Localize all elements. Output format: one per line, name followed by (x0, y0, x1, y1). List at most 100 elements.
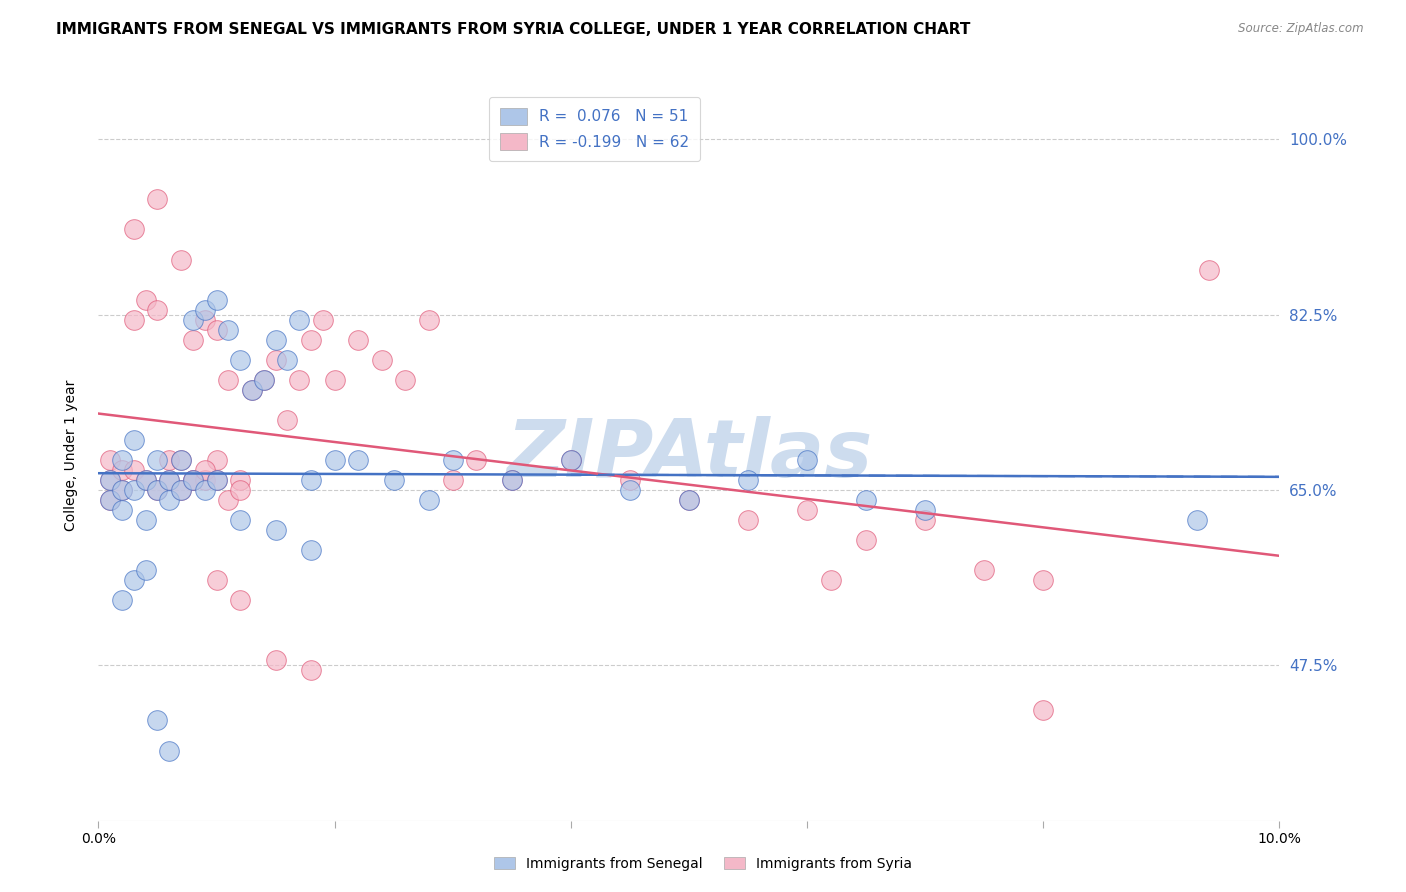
Point (111, 483, 134, 497)
Point (264, 523, 287, 537)
Point (122, 222, 145, 236)
Point (205, 473, 228, 487)
Point (299, 543, 322, 558)
Point (441, 473, 464, 487)
Point (323, 373, 346, 387)
Point (465, 453, 488, 467)
Point (382, 473, 405, 487)
Point (253, 373, 276, 387)
Point (229, 352, 252, 367)
Point (678, 493, 700, 508)
Point (135, 563, 157, 577)
Point (135, 473, 157, 487)
Point (796, 503, 818, 517)
Legend: R =  0.076   N = 51, R = -0.199   N = 62: R = 0.076 N = 51, R = -0.199 N = 62 (489, 97, 700, 161)
Point (855, 493, 877, 508)
Point (501, 473, 523, 487)
Point (205, 573, 228, 587)
Point (347, 453, 370, 467)
Point (299, 664, 322, 678)
Point (240, 383, 263, 397)
Point (157, 743, 180, 757)
Point (240, 383, 263, 397)
Point (194, 302, 217, 317)
Point (619, 483, 641, 497)
Point (205, 323, 228, 337)
Point (737, 513, 759, 527)
Point (501, 473, 523, 487)
Point (122, 573, 145, 587)
Point (122, 433, 145, 447)
Point (264, 653, 287, 667)
Legend: Immigrants from Senegal, Immigrants from Syria: Immigrants from Senegal, Immigrants from… (489, 851, 917, 876)
Text: ZIPAtlas: ZIPAtlas (506, 416, 872, 494)
Point (678, 493, 700, 508)
Point (276, 413, 298, 427)
Point (1198, 262, 1220, 277)
Point (135, 513, 157, 527)
Point (299, 333, 322, 347)
Point (98, 493, 121, 508)
Point (181, 312, 204, 326)
Point (619, 473, 641, 487)
Point (170, 453, 193, 467)
Point (98, 493, 121, 508)
Point (170, 453, 193, 467)
Point (146, 193, 169, 207)
Point (111, 453, 134, 467)
Point (122, 312, 145, 326)
Point (323, 453, 346, 467)
Point (194, 473, 217, 487)
Point (264, 352, 287, 367)
Point (157, 473, 180, 487)
Point (146, 483, 169, 497)
Point (181, 473, 204, 487)
Point (560, 453, 582, 467)
Point (253, 373, 276, 387)
Point (194, 483, 217, 497)
Point (1032, 703, 1054, 717)
Text: IMMIGRANTS FROM SENEGAL VS IMMIGRANTS FROM SYRIA COLLEGE, UNDER 1 YEAR CORRELATI: IMMIGRANTS FROM SENEGAL VS IMMIGRANTS FR… (56, 22, 970, 37)
Point (111, 593, 134, 607)
Point (181, 473, 204, 487)
Point (371, 352, 394, 367)
Point (170, 483, 193, 497)
Point (288, 312, 311, 326)
Point (122, 483, 145, 497)
Point (111, 463, 134, 477)
Point (418, 312, 440, 326)
Point (299, 473, 322, 487)
Point (914, 503, 936, 517)
Point (146, 483, 169, 497)
Point (146, 453, 169, 467)
Point (217, 323, 239, 337)
Point (170, 483, 193, 497)
Point (98, 473, 121, 487)
Point (229, 513, 252, 527)
Point (157, 453, 180, 467)
Point (855, 533, 877, 547)
Point (181, 473, 204, 487)
Point (135, 293, 157, 307)
Point (394, 373, 416, 387)
Point (157, 473, 180, 487)
Point (973, 563, 995, 577)
Point (820, 573, 842, 587)
Point (796, 453, 818, 467)
Point (312, 312, 335, 326)
Point (205, 453, 228, 467)
Point (441, 453, 464, 467)
Point (737, 473, 759, 487)
Point (1032, 573, 1054, 587)
Point (1185, 513, 1208, 527)
Point (560, 453, 582, 467)
Point (229, 473, 252, 487)
Point (111, 503, 134, 517)
Point (146, 302, 169, 317)
Point (264, 333, 287, 347)
Point (217, 373, 239, 387)
Point (288, 373, 311, 387)
Point (205, 473, 228, 487)
Point (135, 473, 157, 487)
Y-axis label: College, Under 1 year: College, Under 1 year (63, 379, 77, 531)
